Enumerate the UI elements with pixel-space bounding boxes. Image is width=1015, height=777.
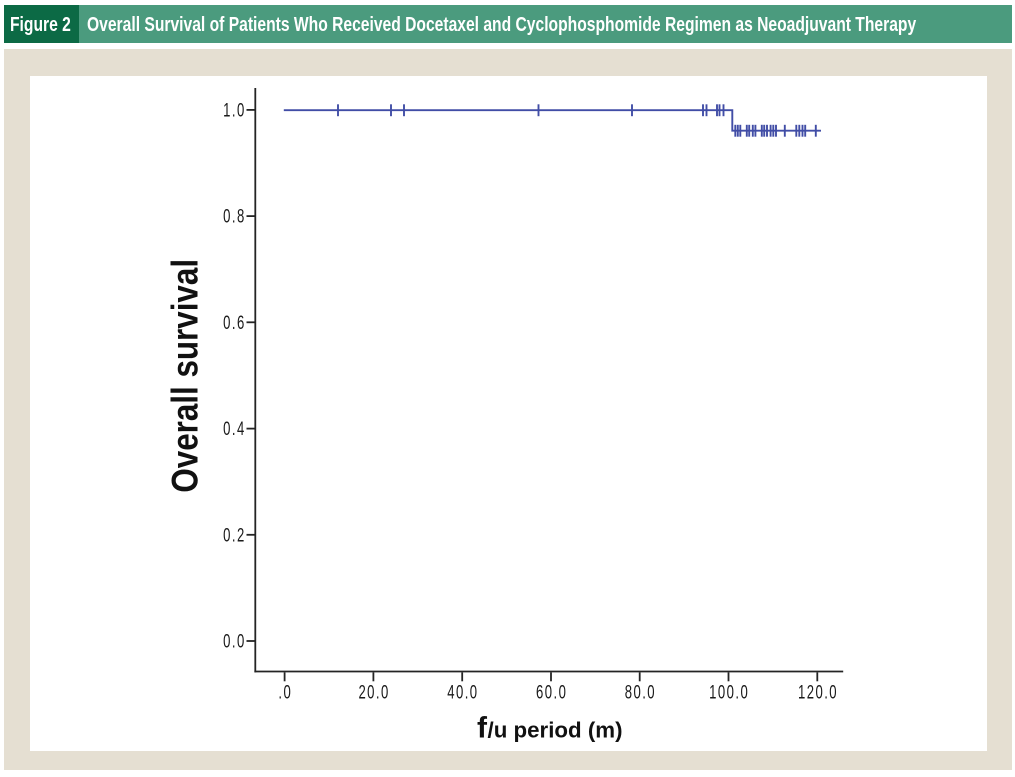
svg-text:1.0: 1.0: [223, 100, 246, 121]
svg-text:/u period (m): /u period (m): [488, 718, 623, 743]
svg-text:60.0: 60.0: [536, 682, 567, 703]
svg-text:0.4: 0.4: [223, 419, 246, 440]
svg-text:Overall survival: Overall survival: [165, 259, 206, 493]
svg-text:.0: .0: [278, 682, 292, 703]
svg-text:20.0: 20.0: [358, 682, 389, 703]
svg-text:120.0: 120.0: [798, 682, 838, 703]
svg-text:0.8: 0.8: [223, 206, 246, 227]
svg-text:0.6: 0.6: [223, 313, 246, 334]
svg-text:80.0: 80.0: [625, 682, 656, 703]
svg-text:f: f: [477, 712, 488, 745]
svg-text:0.2: 0.2: [223, 525, 246, 546]
svg-text:0.0: 0.0: [223, 631, 246, 652]
svg-text:40.0: 40.0: [447, 682, 478, 703]
svg-text:100.0: 100.0: [709, 682, 749, 703]
